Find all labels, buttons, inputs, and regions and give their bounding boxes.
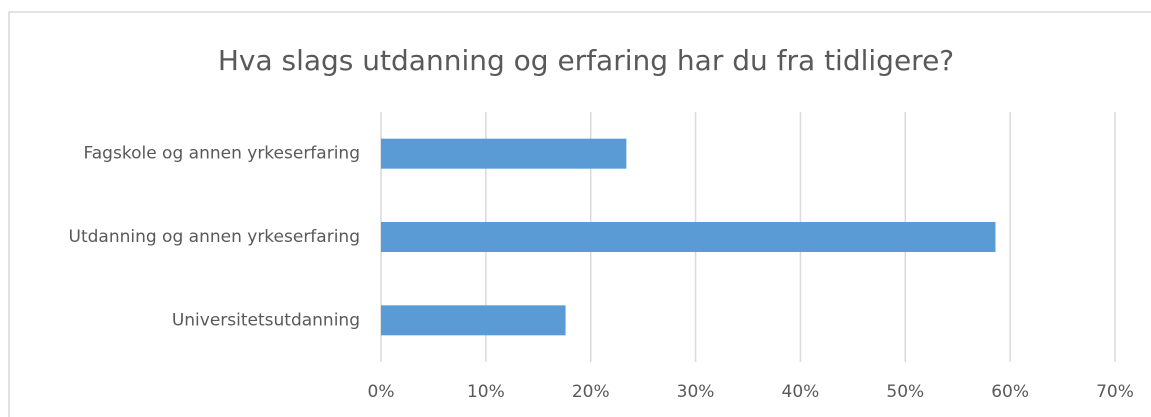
y-tick-label: Utdanning og annen yrkeserfaring bbox=[69, 227, 361, 247]
x-tick-label: 0% bbox=[368, 382, 395, 402]
chart-border bbox=[8, 11, 1151, 417]
bar bbox=[381, 138, 627, 169]
chart-title: Hva slags utdanning og erfaring har du f… bbox=[218, 44, 954, 77]
x-tick-label: 40% bbox=[782, 382, 820, 402]
x-tick-label: 70% bbox=[1096, 382, 1134, 402]
x-tick-label: 60% bbox=[991, 382, 1029, 402]
bar bbox=[381, 222, 996, 252]
x-tick-label: 30% bbox=[677, 382, 715, 402]
y-tick-label: Universitetsutdanning bbox=[172, 310, 360, 330]
x-tick-label: 50% bbox=[886, 382, 924, 402]
x-tick-label: 10% bbox=[467, 382, 505, 402]
x-tick-label: 20% bbox=[572, 382, 610, 402]
y-tick-label: Fagskole og annen yrkeserfaring bbox=[84, 144, 360, 164]
bar bbox=[381, 305, 566, 336]
